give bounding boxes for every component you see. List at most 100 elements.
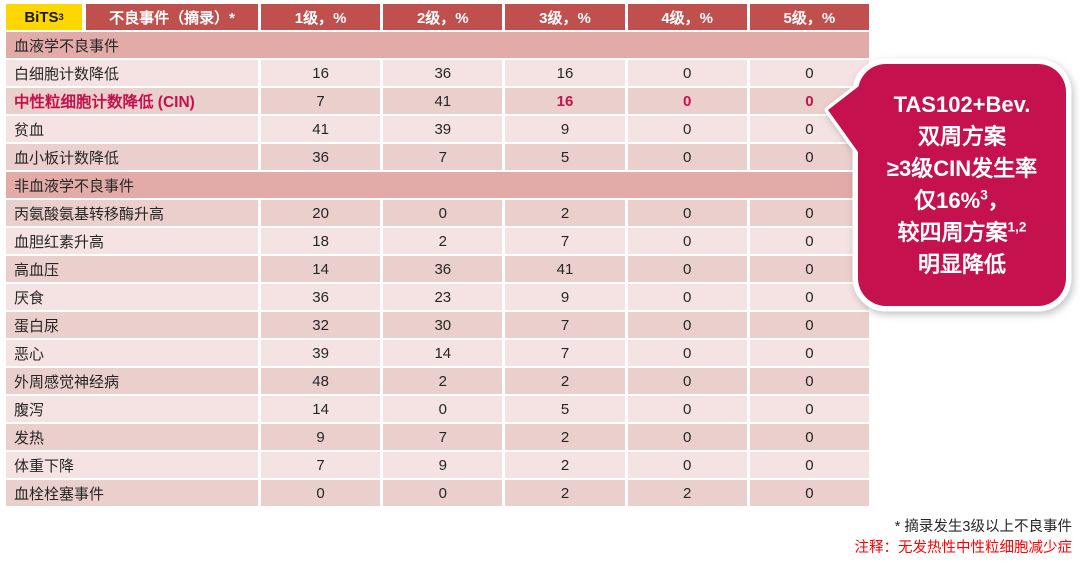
table-cell-grade4: 0 [627, 88, 747, 114]
table-cell-grade2: 9 [383, 452, 503, 478]
callout-line: TAS102+Bev. [893, 92, 1031, 117]
footnotes: * 摘录发生3级以上不良事件 注释：无发热性中性粒细胞减少症 [855, 517, 1073, 559]
table-cell-grade5: 0 [749, 452, 869, 478]
table-row-label: 高血压 [6, 256, 258, 282]
table-cell-grade2: 14 [383, 340, 503, 366]
table-row-label: 血胆红素升高 [6, 228, 258, 254]
callout-bubble-shape [824, 58, 1072, 312]
section-row-label: 血液学不良事件 [6, 32, 869, 58]
footnote-extract-note: * 摘录发生3级以上不良事件 [894, 519, 1072, 535]
callout-line: 仅16%3， [914, 187, 1010, 213]
column-header-grade4: 4级，% [627, 4, 747, 30]
table-cell-grade1: 7 [261, 88, 381, 114]
table-cell-grade2: 41 [383, 88, 503, 114]
table-row-label: 丙氨酸氨基转移酶升高 [6, 200, 258, 226]
table-cell-grade2: 36 [383, 256, 503, 282]
table-cell-grade1: 0 [261, 480, 381, 506]
table-cell-grade5: 0 [749, 256, 869, 282]
table-cell-grade5: 0 [749, 144, 869, 170]
table-cell-grade3: 2 [505, 368, 625, 394]
table-row-label: 厌食 [6, 284, 258, 310]
column-header-grade3: 3级，% [505, 4, 625, 30]
table-cell-grade1: 14 [261, 256, 381, 282]
table-row-label: 血小板计数降低 [6, 144, 258, 170]
table-cell-grade1: 41 [261, 116, 381, 142]
callout-line: 明显降低 [917, 252, 1006, 277]
table-cell-grade2: 23 [383, 284, 503, 310]
table-cell-grade4: 0 [627, 368, 747, 394]
table-header-name-cell: BiTS 3 不良事件（摘录）* [6, 4, 258, 30]
table-cell-grade1: 32 [261, 312, 381, 338]
table-row-label: 外周感觉神经病 [6, 368, 258, 394]
table-cell-grade3: 7 [505, 340, 625, 366]
column-header-grade1: 1级，% [261, 4, 381, 30]
table-cell-grade3: 2 [505, 200, 625, 226]
table-cell-grade2: 0 [383, 480, 503, 506]
table-row-label: 发热 [6, 424, 258, 450]
table-cell-grade4: 0 [627, 396, 747, 422]
callout-bubble-text: TAS102+Bev. 双周方案 ≥3级CIN发生率 仅16%3， 较四周方案1,2 明显… [856, 66, 1068, 304]
table-cell-grade1: 20 [261, 200, 381, 226]
table-cell-grade4: 0 [627, 284, 747, 310]
table-cell-grade1: 36 [261, 284, 381, 310]
table-cell-grade4: 0 [627, 340, 747, 366]
adverse-events-table: BiTS 3 不良事件（摘录）* 1级，% 2级，% 3级，% 4级，% 5级，%… [6, 4, 869, 506]
table-cell-grade3: 9 [505, 284, 625, 310]
table-cell-grade1: 36 [261, 144, 381, 170]
table-cell-grade2: 2 [383, 368, 503, 394]
table-cell-grade3: 9 [505, 116, 625, 142]
table-cell-grade2: 7 [383, 144, 503, 170]
callout-line: 双周方案 [917, 124, 1006, 149]
table-row-label: 血栓栓塞事件 [6, 480, 258, 506]
table-row-label: 恶心 [6, 340, 258, 366]
bits-badge-label: BiTS [24, 8, 59, 26]
table-cell-grade4: 0 [627, 256, 747, 282]
table-cell-grade5: 0 [749, 60, 869, 86]
table-cell-grade1: 48 [261, 368, 381, 394]
table-cell-grade4: 0 [627, 228, 747, 254]
table-cell-grade3: 16 [505, 60, 625, 86]
table-cell-grade3: 7 [505, 312, 625, 338]
table-cell-grade1: 14 [261, 396, 381, 422]
footnote-cin-definition: 注释：无发热性中性粒细胞减少症 [854, 540, 1073, 556]
column-header-grade5: 5级，% [749, 4, 869, 30]
table-cell-grade5: 0 [749, 340, 869, 366]
table-cell-grade5: 0 [749, 480, 869, 506]
table-cell-grade3: 16 [505, 88, 625, 114]
table-cell-grade2: 0 [383, 200, 503, 226]
table-cell-grade4: 0 [627, 312, 747, 338]
table-cell-grade1: 16 [261, 60, 381, 86]
table-cell-grade3: 2 [505, 452, 625, 478]
table-cell-grade4: 0 [627, 424, 747, 450]
table-cell-grade4: 0 [627, 116, 747, 142]
table-cell-grade3: 2 [505, 480, 625, 506]
table-cell-grade5: 0 [749, 284, 869, 310]
table-cell-grade5: 0 [749, 368, 869, 394]
callout-line: 较四周方案1,2 [897, 219, 1027, 245]
section-row-label: 非血液学不良事件 [6, 172, 869, 198]
table-row-label: 蛋白尿 [6, 312, 258, 338]
callout-line: ≥3级CIN发生率 [886, 156, 1038, 181]
bits-badge: BiTS 3 [6, 4, 82, 30]
table-cell-grade4: 0 [627, 200, 747, 226]
table-cell-grade2: 0 [383, 396, 503, 422]
table-cell-grade2: 30 [383, 312, 503, 338]
table-cell-grade2: 39 [383, 116, 503, 142]
table-cell-grade3: 7 [505, 228, 625, 254]
table-row-label: 腹泻 [6, 396, 258, 422]
table-row-label: 贫血 [6, 116, 258, 142]
table-row-label: 白细胞计数降低 [6, 60, 258, 86]
table-cell-grade4: 0 [627, 144, 747, 170]
table-cell-grade5: 0 [749, 228, 869, 254]
table-cell-grade1: 18 [261, 228, 381, 254]
table-cell-grade5: 0 [749, 396, 869, 422]
table-row-label: 中性粒细胞计数降低 (CIN) [6, 88, 258, 114]
table-cell-grade4: 0 [627, 60, 747, 86]
table-cell-grade3: 5 [505, 396, 625, 422]
table-cell-grade3: 41 [505, 256, 625, 282]
column-header-grade2: 2级，% [383, 4, 503, 30]
table-cell-grade2: 36 [383, 60, 503, 86]
table-cell-grade5: 0 [749, 312, 869, 338]
table-cell-grade3: 5 [505, 144, 625, 170]
